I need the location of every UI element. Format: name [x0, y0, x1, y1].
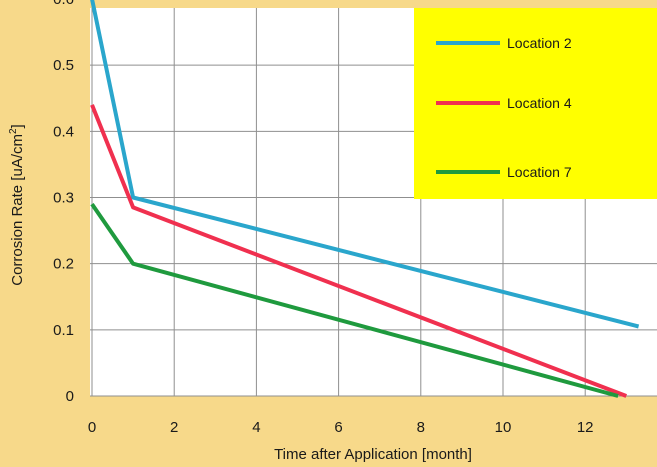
x-tick-label: 6: [334, 419, 342, 436]
y-tick-label: 0.4: [53, 123, 74, 140]
y-axis-title-main: Corrosion Rate [uA/cm: [9, 134, 26, 286]
y-tick-label: 0.1: [53, 322, 74, 339]
legend-label-1: Location 2: [507, 35, 572, 51]
y-axis-title: Corrosion Rate [uA/cm2]: [8, 124, 26, 285]
x-tick-label: 8: [417, 419, 425, 436]
series-lines: [90, 0, 640, 398]
y-tick-label: 0.6: [53, 0, 74, 8]
x-axis-ticks: 02468101214: [88, 419, 594, 436]
x-tick-label: 2: [170, 419, 178, 436]
y-axis-title-superscript: 2: [8, 128, 19, 134]
legend: Location 2 Location 4 Location 7: [436, 35, 572, 180]
x-tick-label: 0: [88, 419, 96, 436]
y-tick-label: 0.2: [53, 256, 74, 273]
legend-label-3: Location 7: [507, 164, 572, 180]
x-tick-label: 4: [252, 419, 260, 436]
y-axis-title-tail: ]: [9, 124, 26, 128]
y-tick-label: 0.3: [53, 189, 74, 206]
x-tick-label: 10: [495, 419, 512, 436]
legend-label-2: Location 4: [507, 95, 572, 111]
y-axis-ticks: 0 0.1 0.2 0.3 0.4 0.5 0.6: [53, 0, 74, 405]
series-line-1: [90, 0, 640, 329]
series-line-2: [90, 104, 628, 398]
series-line-3: [90, 202, 619, 398]
x-axis-title: Time after Application [month]: [274, 446, 472, 463]
x-tick-label: 12: [577, 419, 594, 436]
y-tick-label: 0.5: [53, 57, 74, 74]
y-tick-label: 0: [66, 388, 74, 405]
